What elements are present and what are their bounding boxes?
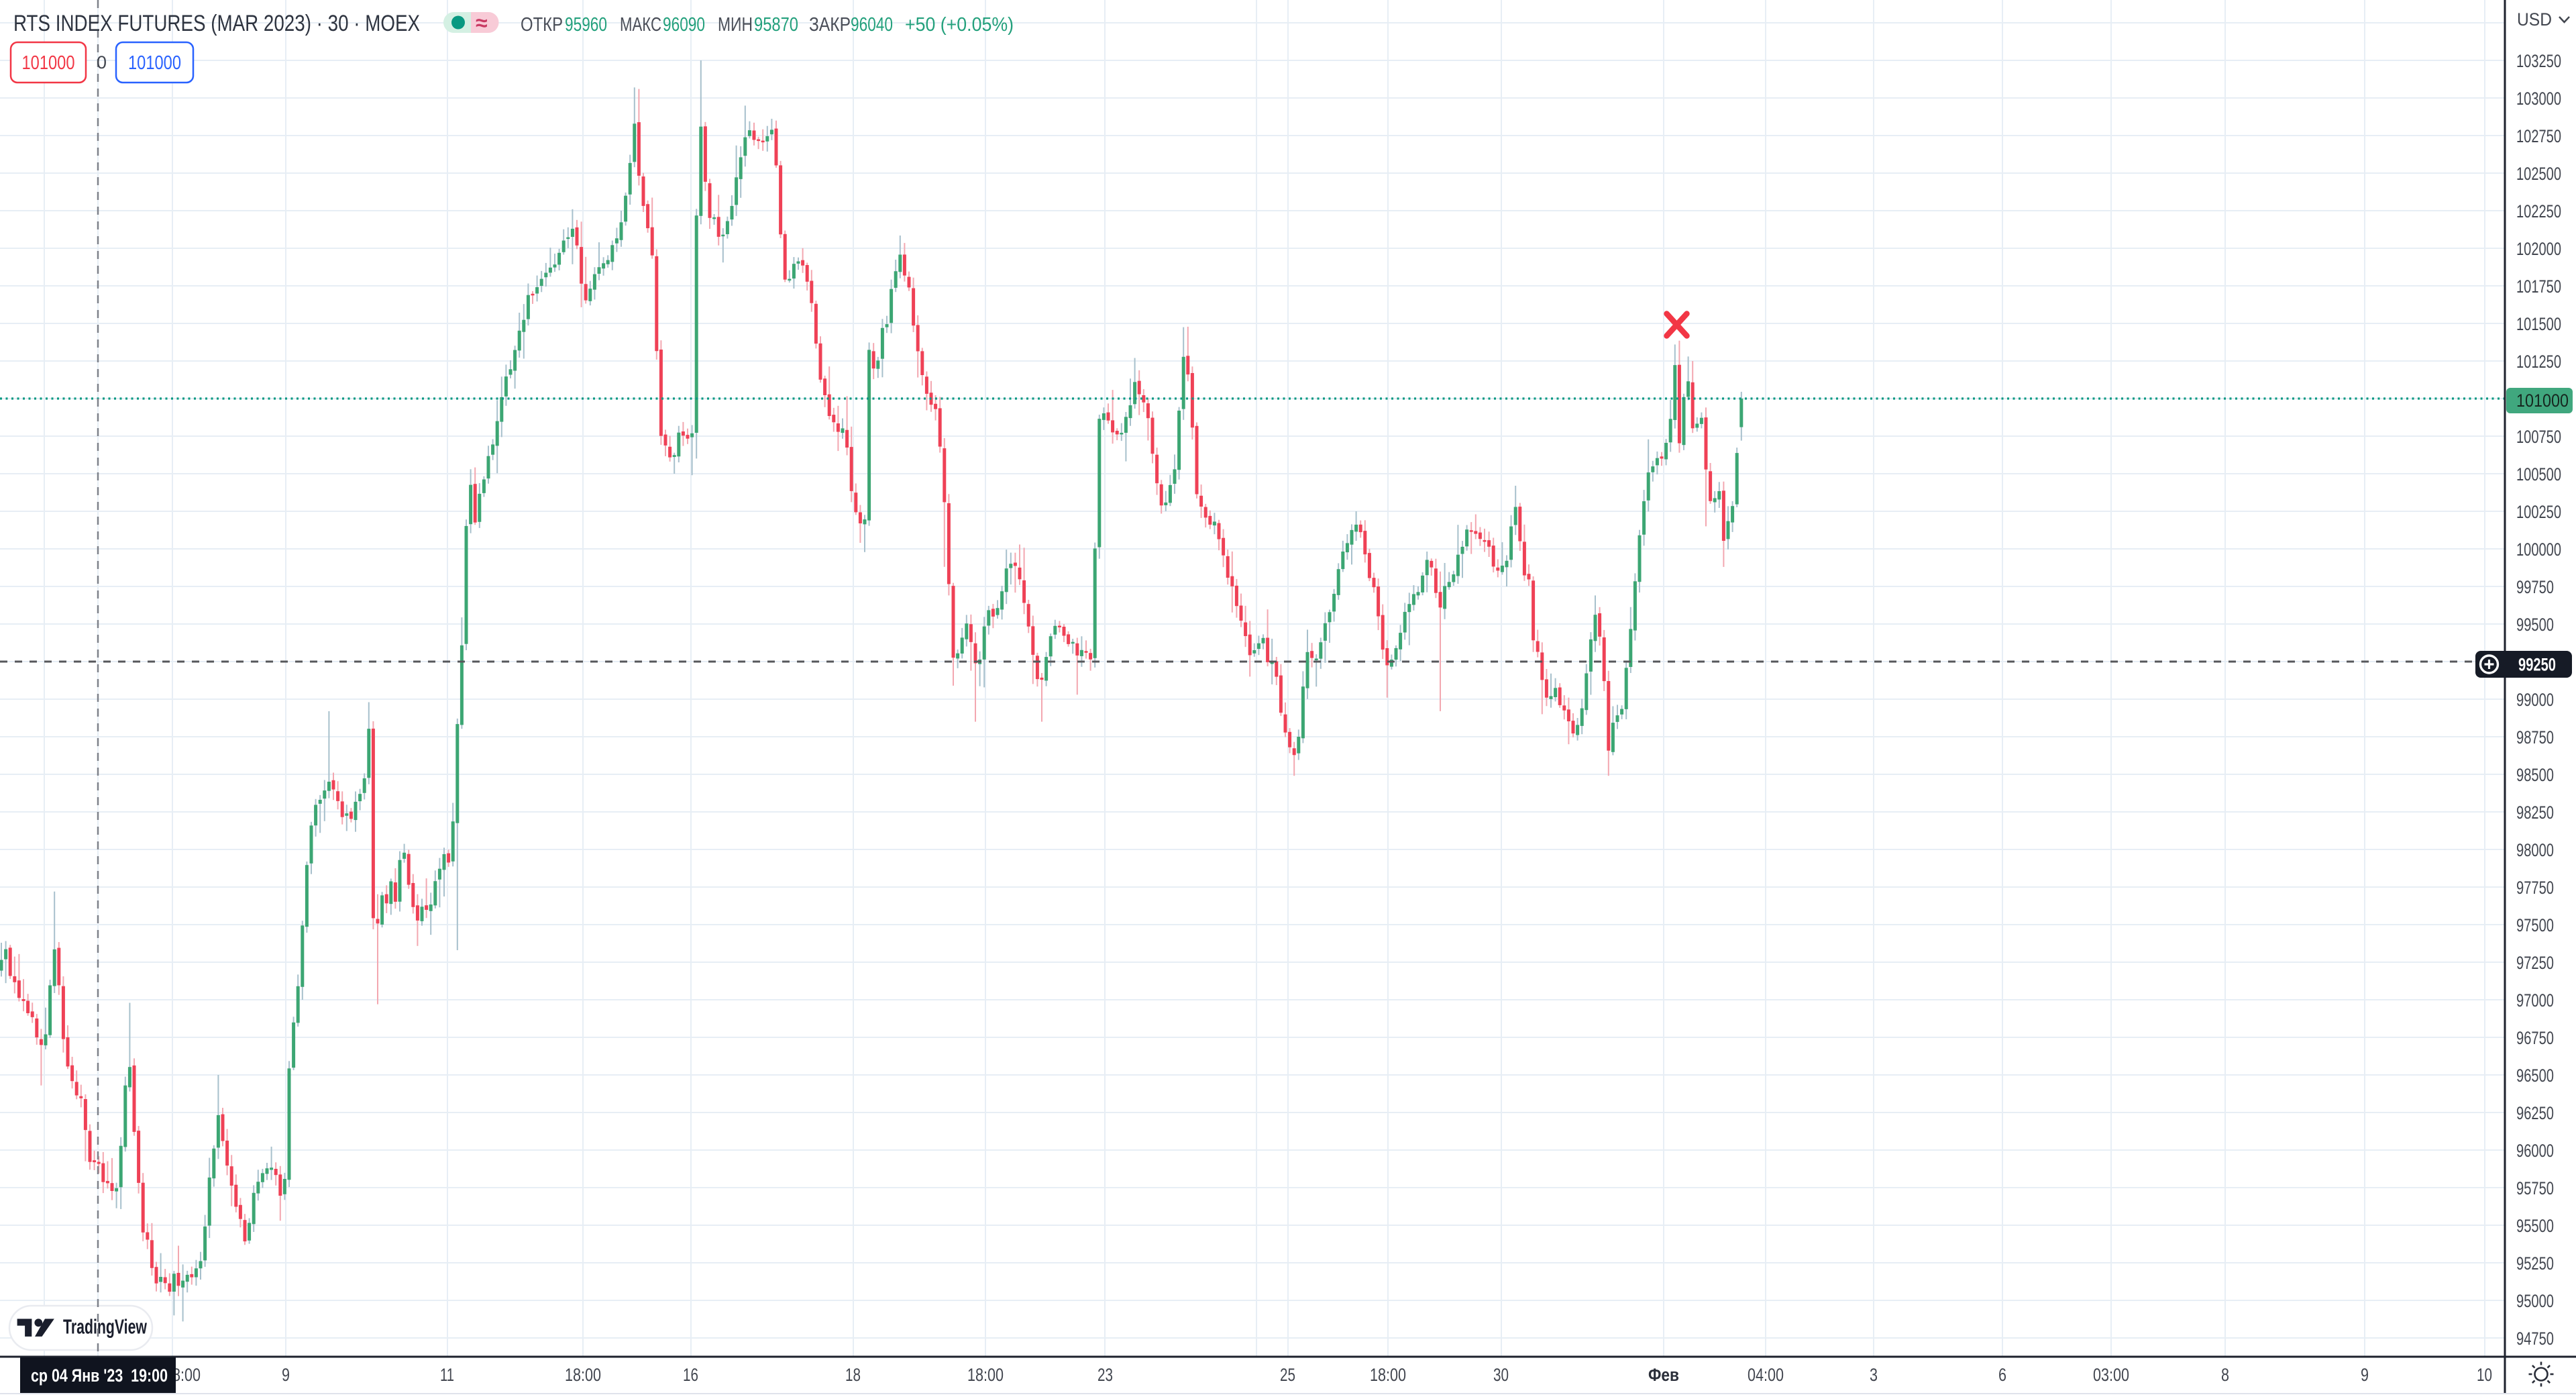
svg-text:96750: 96750 xyxy=(2516,1028,2554,1048)
svg-text:ЗАКР: ЗАКР xyxy=(809,14,851,36)
svg-text:99250: 99250 xyxy=(2518,655,2556,675)
svg-text:23: 23 xyxy=(1097,1365,1113,1385)
svg-text:101750: 101750 xyxy=(2516,276,2561,297)
svg-text:98750: 98750 xyxy=(2516,727,2554,747)
svg-text:103250: 103250 xyxy=(2516,51,2561,71)
svg-text:11: 11 xyxy=(440,1365,454,1385)
svg-text:USD: USD xyxy=(2517,9,2552,30)
svg-text:+50 (+0.05%): +50 (+0.05%) xyxy=(905,14,1014,36)
svg-text:100250: 100250 xyxy=(2516,502,2561,522)
svg-text:99500: 99500 xyxy=(2516,615,2554,635)
svg-text:101000: 101000 xyxy=(2516,391,2569,411)
svg-text:95000: 95000 xyxy=(2516,1291,2554,1311)
svg-text:18:00: 18:00 xyxy=(1370,1365,1406,1385)
svg-text:ср 04 Янв '23 19:00: ср 04 Янв '23 19:00 xyxy=(31,1365,168,1386)
svg-text:95750: 95750 xyxy=(2516,1178,2554,1198)
svg-text:8: 8 xyxy=(2221,1365,2229,1385)
svg-text:94750: 94750 xyxy=(2516,1329,2554,1349)
svg-text:101000: 101000 xyxy=(128,52,181,74)
svg-text:98000: 98000 xyxy=(2516,840,2554,860)
svg-text:96090: 96090 xyxy=(663,14,705,36)
svg-text:95870: 95870 xyxy=(754,14,798,36)
svg-text:96040: 96040 xyxy=(851,14,893,36)
svg-text:МАКС: МАКС xyxy=(620,14,661,36)
svg-text:3: 3 xyxy=(1870,1365,1878,1385)
svg-text:96500: 96500 xyxy=(2516,1066,2554,1086)
svg-text:102250: 102250 xyxy=(2516,201,2561,221)
svg-text:98250: 98250 xyxy=(2516,802,2554,823)
svg-text:≈: ≈ xyxy=(476,11,488,35)
svg-text:ОТКР: ОТКР xyxy=(521,14,563,36)
svg-text:95500: 95500 xyxy=(2516,1216,2554,1236)
svg-text:96250: 96250 xyxy=(2516,1103,2554,1123)
svg-text:95960: 95960 xyxy=(565,14,607,36)
svg-text:16: 16 xyxy=(683,1365,698,1385)
svg-text:100750: 100750 xyxy=(2516,427,2561,447)
svg-text:97000: 97000 xyxy=(2516,990,2554,1011)
svg-text:RTS INDEX FUTURES (MAR 2023) ·: RTS INDEX FUTURES (MAR 2023) · 30 · MOEX xyxy=(13,11,420,36)
svg-text:97250: 97250 xyxy=(2516,953,2554,973)
svg-text:Фев: Фев xyxy=(1648,1365,1679,1385)
svg-text:МИН: МИН xyxy=(718,14,753,36)
svg-text:6: 6 xyxy=(1998,1365,2006,1385)
svg-text:9: 9 xyxy=(2361,1365,2369,1385)
svg-text:10: 10 xyxy=(2477,1365,2492,1385)
svg-text:18:00: 18:00 xyxy=(565,1365,601,1385)
svg-text:100000: 100000 xyxy=(2516,539,2561,560)
svg-text:95250: 95250 xyxy=(2516,1253,2554,1274)
svg-text:98500: 98500 xyxy=(2516,765,2554,785)
svg-text:03:00: 03:00 xyxy=(2093,1365,2129,1385)
svg-text:96000: 96000 xyxy=(2516,1141,2554,1161)
svg-text:100500: 100500 xyxy=(2516,464,2561,484)
svg-text:102750: 102750 xyxy=(2516,126,2561,146)
svg-text:103000: 103000 xyxy=(2516,89,2561,109)
svg-text:18: 18 xyxy=(845,1365,861,1385)
svg-text:97500: 97500 xyxy=(2516,915,2554,935)
svg-text:18:00: 18:00 xyxy=(967,1365,1004,1385)
svg-text:99750: 99750 xyxy=(2516,577,2554,597)
svg-text:04:00: 04:00 xyxy=(1748,1365,1784,1385)
svg-text:25: 25 xyxy=(1280,1365,1295,1385)
svg-text:97750: 97750 xyxy=(2516,878,2554,898)
svg-text:102500: 102500 xyxy=(2516,164,2561,184)
svg-text:0: 0 xyxy=(97,52,107,72)
svg-text:101000: 101000 xyxy=(22,52,75,74)
svg-text:9: 9 xyxy=(282,1365,290,1385)
svg-text:101250: 101250 xyxy=(2516,352,2561,372)
svg-text:30: 30 xyxy=(1493,1365,1509,1385)
svg-text:99000: 99000 xyxy=(2516,690,2554,710)
svg-text:TradingView: TradingView xyxy=(63,1315,148,1339)
svg-text:102000: 102000 xyxy=(2516,239,2561,259)
svg-text:101500: 101500 xyxy=(2516,314,2561,334)
